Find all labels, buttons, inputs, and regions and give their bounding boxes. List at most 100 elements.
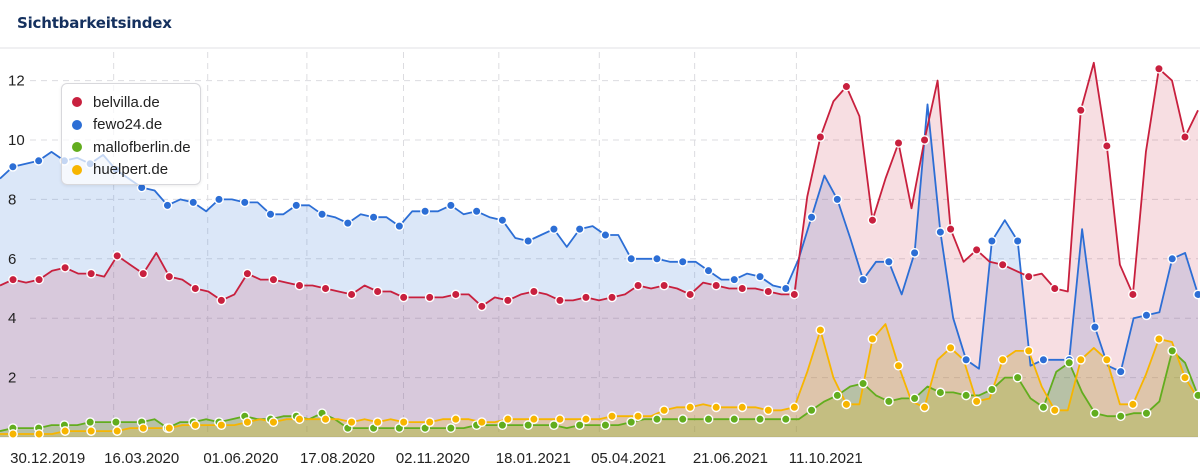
data-point[interactable] <box>497 215 508 226</box>
data-point[interactable] <box>502 414 513 425</box>
data-point[interactable] <box>320 414 331 425</box>
data-point[interactable] <box>737 402 748 413</box>
data-point[interactable] <box>268 417 279 428</box>
data-point[interactable] <box>1115 366 1126 377</box>
data-point[interactable] <box>711 280 722 291</box>
data-point[interactable] <box>893 138 904 148</box>
data-point[interactable] <box>188 197 199 208</box>
data-point[interactable] <box>806 212 817 223</box>
data-point[interactable] <box>242 417 253 428</box>
data-point[interactable] <box>1023 345 1034 356</box>
data-point[interactable] <box>574 420 585 431</box>
data-point[interactable] <box>549 420 559 431</box>
data-point[interactable] <box>1090 322 1100 333</box>
data-point[interactable] <box>789 289 800 300</box>
data-point[interactable] <box>1012 236 1023 246</box>
data-point[interactable] <box>1038 354 1049 365</box>
data-point[interactable] <box>633 280 643 291</box>
data-point[interactable] <box>317 209 327 220</box>
data-point[interactable] <box>291 200 302 211</box>
data-point[interactable] <box>626 253 637 264</box>
data-point[interactable] <box>607 292 617 303</box>
data-point[interactable] <box>239 197 250 208</box>
data-point[interactable] <box>789 402 800 413</box>
data-point[interactable] <box>652 414 662 425</box>
data-point[interactable] <box>935 227 946 237</box>
data-point[interactable] <box>294 414 305 425</box>
data-point[interactable] <box>997 259 1008 270</box>
data-point[interactable] <box>398 417 409 428</box>
data-point[interactable] <box>1180 372 1190 383</box>
data-point[interactable] <box>523 236 534 246</box>
data-point[interactable] <box>1064 357 1075 368</box>
data-point[interactable] <box>763 405 774 416</box>
data-point[interactable] <box>1180 132 1190 142</box>
data-point[interactable] <box>971 244 982 255</box>
data-point[interactable] <box>34 274 44 285</box>
data-point[interactable] <box>497 420 508 431</box>
data-point[interactable] <box>8 429 18 439</box>
data-point[interactable] <box>1167 253 1178 264</box>
data-point[interactable] <box>867 215 878 226</box>
data-point[interactable] <box>138 268 149 279</box>
data-point[interactable] <box>445 200 456 211</box>
data-point[interactable] <box>600 230 611 240</box>
data-point[interactable] <box>162 200 173 211</box>
data-point[interactable] <box>549 224 559 235</box>
data-point[interactable] <box>832 390 843 401</box>
data-point[interactable] <box>471 206 482 217</box>
data-point[interactable] <box>216 295 227 306</box>
data-point[interactable] <box>445 423 456 433</box>
data-point[interactable] <box>1049 283 1060 294</box>
data-point[interactable] <box>961 390 972 401</box>
data-point[interactable] <box>1075 105 1086 116</box>
data-point[interactable] <box>858 274 868 285</box>
data-point[interactable] <box>424 292 435 303</box>
data-point[interactable] <box>685 402 696 413</box>
data-point[interactable] <box>858 378 868 389</box>
data-point[interactable] <box>398 292 409 303</box>
data-point[interactable] <box>909 393 920 404</box>
data-point[interactable] <box>294 280 305 291</box>
data-point[interactable] <box>86 268 97 279</box>
data-point[interactable] <box>815 132 826 142</box>
data-point[interactable] <box>737 283 748 294</box>
data-point[interactable] <box>372 417 383 428</box>
data-point[interactable] <box>476 417 487 428</box>
data-point[interactable] <box>1101 354 1112 365</box>
data-point[interactable] <box>806 405 817 416</box>
legend-item-fewo24[interactable]: fewo24.de <box>62 114 200 137</box>
data-point[interactable] <box>1090 408 1100 419</box>
data-point[interactable] <box>85 417 96 428</box>
data-point[interactable] <box>703 265 714 276</box>
data-point[interactable] <box>1023 271 1034 282</box>
data-point[interactable] <box>60 426 71 436</box>
data-point[interactable] <box>164 423 175 433</box>
data-point[interactable] <box>1167 345 1178 356</box>
data-point[interactable] <box>555 414 565 425</box>
data-point[interactable] <box>1193 289 1200 300</box>
legend-item-belvilla[interactable]: belvilla.de <box>62 91 200 114</box>
data-point[interactable] <box>763 286 774 297</box>
data-point[interactable] <box>394 221 405 232</box>
data-point[interactable] <box>1154 334 1164 344</box>
data-point[interactable] <box>677 414 688 425</box>
data-point[interactable] <box>909 247 920 258</box>
data-point[interactable] <box>1012 372 1023 383</box>
data-point[interactable] <box>780 414 791 425</box>
data-point[interactable] <box>1193 390 1200 401</box>
data-point[interactable] <box>815 325 826 335</box>
data-point[interactable] <box>711 402 722 413</box>
data-point[interactable] <box>528 286 539 297</box>
data-point[interactable] <box>997 354 1008 365</box>
data-point[interactable] <box>935 387 946 398</box>
data-point[interactable] <box>919 402 930 413</box>
data-point[interactable] <box>1075 354 1086 365</box>
data-point[interactable] <box>633 411 643 422</box>
data-point[interactable] <box>265 209 276 220</box>
data-point[interactable] <box>659 405 670 416</box>
data-point[interactable] <box>523 420 534 431</box>
data-point[interactable] <box>703 414 714 425</box>
data-point[interactable] <box>528 414 539 425</box>
